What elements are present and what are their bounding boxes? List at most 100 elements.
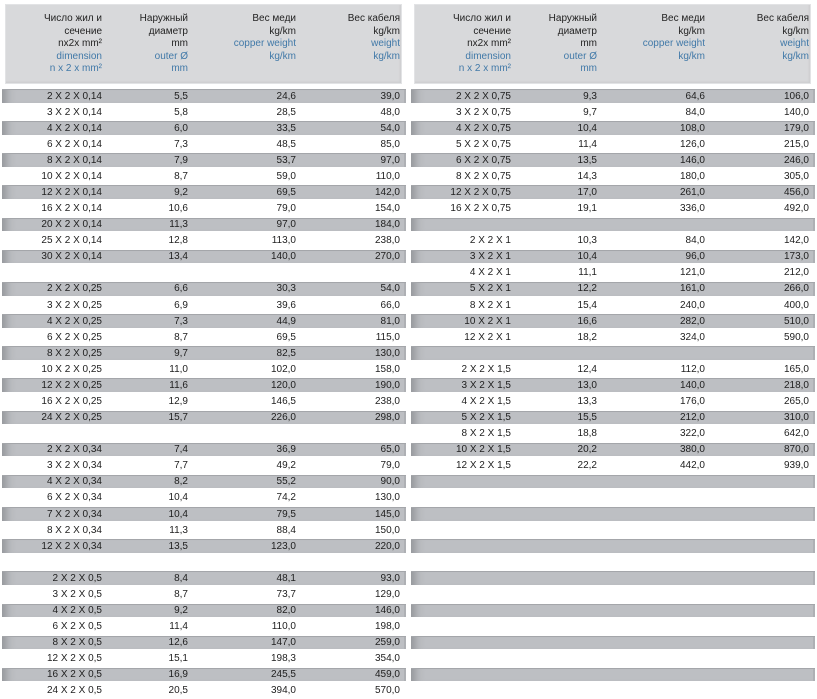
- cell-cable-weight: 39,0: [380, 90, 400, 102]
- cell-outer-diameter: 11,1: [578, 267, 597, 279]
- header-text-secondary: copper weight: [233, 38, 296, 50]
- header-text-secondary: kg/km: [782, 50, 809, 62]
- cell-copper-weight: 112,0: [680, 363, 705, 375]
- cell-dimension: 6 X 2 X 0,5: [52, 621, 102, 633]
- cell-dimension: 7 X 2 X 0,34: [46, 508, 102, 520]
- table-row: 5 X 2 X 1 12,2 161,0 266,0: [411, 281, 815, 297]
- cell-copper-weight: 97,0: [276, 219, 296, 231]
- cell-outer-diameter: 11,3: [169, 524, 188, 536]
- cell-dimension: 3 X 2 X 0,5: [52, 588, 102, 600]
- header-text-primary: Вес меди: [661, 13, 705, 24]
- cell-outer-diameter: 11,4: [578, 138, 597, 150]
- table-row: 3 X 2 X 0,75 9,7 84,0 140,0: [411, 104, 815, 120]
- header-text-primary: Вес кабеля: [756, 13, 809, 24]
- header-text-primary: Число жил и: [452, 13, 511, 24]
- cell-outer-diameter: 9,7: [174, 347, 188, 359]
- table-row: 4 X 2 X 0,25 7,3 44,9 81,0: [2, 313, 406, 329]
- cell-outer-diameter: 20,2: [577, 444, 597, 456]
- cell-copper-weight: 102,0: [270, 363, 296, 375]
- cell-outer-diameter: 5,8: [174, 106, 188, 118]
- cell-cable-weight: 140,0: [783, 106, 809, 118]
- cell-dimension: 8 X 2 X 0,25: [46, 347, 102, 359]
- cell-copper-weight: 442,0: [679, 460, 705, 472]
- cell-cable-weight: 97,0: [380, 154, 400, 166]
- cell-cable-weight: 298,0: [374, 412, 400, 424]
- table-row: 4 X 2 X 0,34 8,2 55,2 90,0: [2, 474, 406, 490]
- cell-dimension: 2 X 2 X 1: [469, 235, 511, 247]
- separator-row: [411, 635, 815, 651]
- header-text-secondary: dimension: [465, 50, 511, 62]
- cell-cable-weight: 90,0: [380, 476, 400, 488]
- header-column: Вес кабеля kg/km weight kg/km: [296, 13, 400, 84]
- cell-cable-weight: 93,0: [380, 572, 400, 584]
- cell-outer-diameter: 10,4: [577, 251, 597, 263]
- cell-cable-weight: 142,0: [374, 187, 400, 198]
- cell-outer-diameter: 7,7: [174, 460, 188, 472]
- table-row: 10 X 2 X 0,14 8,7 59,0 110,0: [2, 168, 406, 184]
- cell-dimension: 10 X 2 X 1: [464, 315, 511, 327]
- table-row: 4 X 2 X 0,75 10,4 108,0 179,0: [411, 120, 815, 136]
- cell-cable-weight: 642,0: [783, 428, 809, 440]
- cell-dimension: 8 X 2 X 0,5: [52, 637, 102, 649]
- cell-dimension: 20 X 2 X 0,14: [41, 219, 102, 231]
- table-row: 2 X 2 X 0,25 6,6 30,3 54,0: [2, 281, 406, 297]
- cell-copper-weight: 59,0: [276, 170, 296, 182]
- cell-cable-weight: 238,0: [374, 396, 400, 408]
- cell-cable-weight: 870,0: [783, 444, 809, 456]
- table-header: Число жил и сечение nx2x mm² dimension n x 2…: [5, 4, 402, 84]
- header-text-primary: kg/km: [782, 25, 809, 37]
- table-row: 5 X 2 X 1,5 15,5 212,0 310,0: [411, 410, 815, 426]
- cell-outer-diameter: 9,2: [174, 605, 188, 617]
- cell-outer-diameter: 7,3: [174, 315, 188, 327]
- cell-dimension: 12 X 2 X 0,14: [41, 187, 102, 198]
- table-row: 8 X 2 X 0,5 12,6 147,0 259,0: [2, 635, 406, 651]
- cell-outer-diameter: 7,9: [174, 154, 188, 166]
- cell-dimension: 16 X 2 X 0,75: [450, 203, 511, 215]
- cell-cable-weight: 310,0: [783, 412, 809, 424]
- cell-cable-weight: 265,0: [783, 396, 809, 408]
- header-text-secondary: mm: [580, 63, 597, 75]
- cell-outer-diameter: 11,0: [169, 363, 188, 375]
- cell-outer-diameter: 14,3: [577, 170, 597, 182]
- cell-copper-weight: 30,3: [276, 283, 296, 295]
- cell-dimension: 6 X 2 X 0,25: [46, 331, 102, 343]
- table-row: 2 X 2 X 0,14 5,5 24,6 39,0: [2, 88, 406, 104]
- cell-copper-weight: 84,0: [685, 235, 705, 247]
- cell-copper-weight: 69,5: [276, 187, 296, 198]
- cell-dimension: 2 X 2 X 1,5: [461, 363, 511, 375]
- cell-cable-weight: 173,0: [783, 251, 809, 263]
- cell-copper-weight: 180,0: [679, 170, 705, 182]
- header-text-primary: сечение: [473, 25, 511, 37]
- cell-outer-diameter: 11,4: [169, 621, 188, 633]
- cell-cable-weight: 81,0: [380, 315, 400, 327]
- cell-outer-diameter: 8,7: [174, 588, 188, 600]
- cell-copper-weight: 96,0: [685, 251, 705, 263]
- separator-row: [2, 265, 406, 281]
- table-row: 24 X 2 X 0,5 20,5 394,0 570,0: [2, 683, 406, 699]
- cell-cable-weight: 939,0: [783, 460, 809, 472]
- cell-copper-weight: 261,0: [679, 187, 705, 198]
- table-row: 8 X 2 X 1,5 18,8 322,0 642,0: [411, 426, 815, 442]
- cell-copper-weight: 39,6: [276, 299, 296, 311]
- cell-cable-weight: 65,0: [380, 444, 400, 456]
- cell-dimension: 3 X 2 X 1: [469, 251, 511, 263]
- cell-copper-weight: 226,0: [270, 412, 296, 424]
- cell-copper-weight: 33,5: [276, 122, 296, 134]
- table-row: 12 X 2 X 0,14 9,2 69,5 142,0: [2, 184, 406, 200]
- table-row: 12 X 2 X 0,75 17,0 261,0 456,0: [411, 184, 815, 200]
- cell-copper-weight: 126,0: [679, 138, 705, 150]
- cell-outer-diameter: 10,4: [577, 122, 597, 134]
- cell-cable-weight: 115,0: [375, 331, 400, 343]
- header-text-primary: kg/km: [269, 25, 296, 37]
- cell-cable-weight: 129,0: [374, 588, 400, 600]
- cell-outer-diameter: 6,9: [174, 299, 188, 311]
- cell-copper-weight: 108,0: [679, 122, 705, 134]
- cell-copper-weight: 324,0: [679, 331, 705, 343]
- table-row: 6 X 2 X 0,75 13,5 146,0 246,0: [411, 152, 815, 168]
- header-text-secondary: weight: [780, 38, 809, 50]
- cell-copper-weight: 69,5: [276, 331, 296, 343]
- table-row: 3 X 2 X 0,25 6,9 39,6 66,0: [2, 297, 406, 313]
- cell-copper-weight: 121,0: [679, 267, 705, 279]
- separator-row: [411, 570, 815, 586]
